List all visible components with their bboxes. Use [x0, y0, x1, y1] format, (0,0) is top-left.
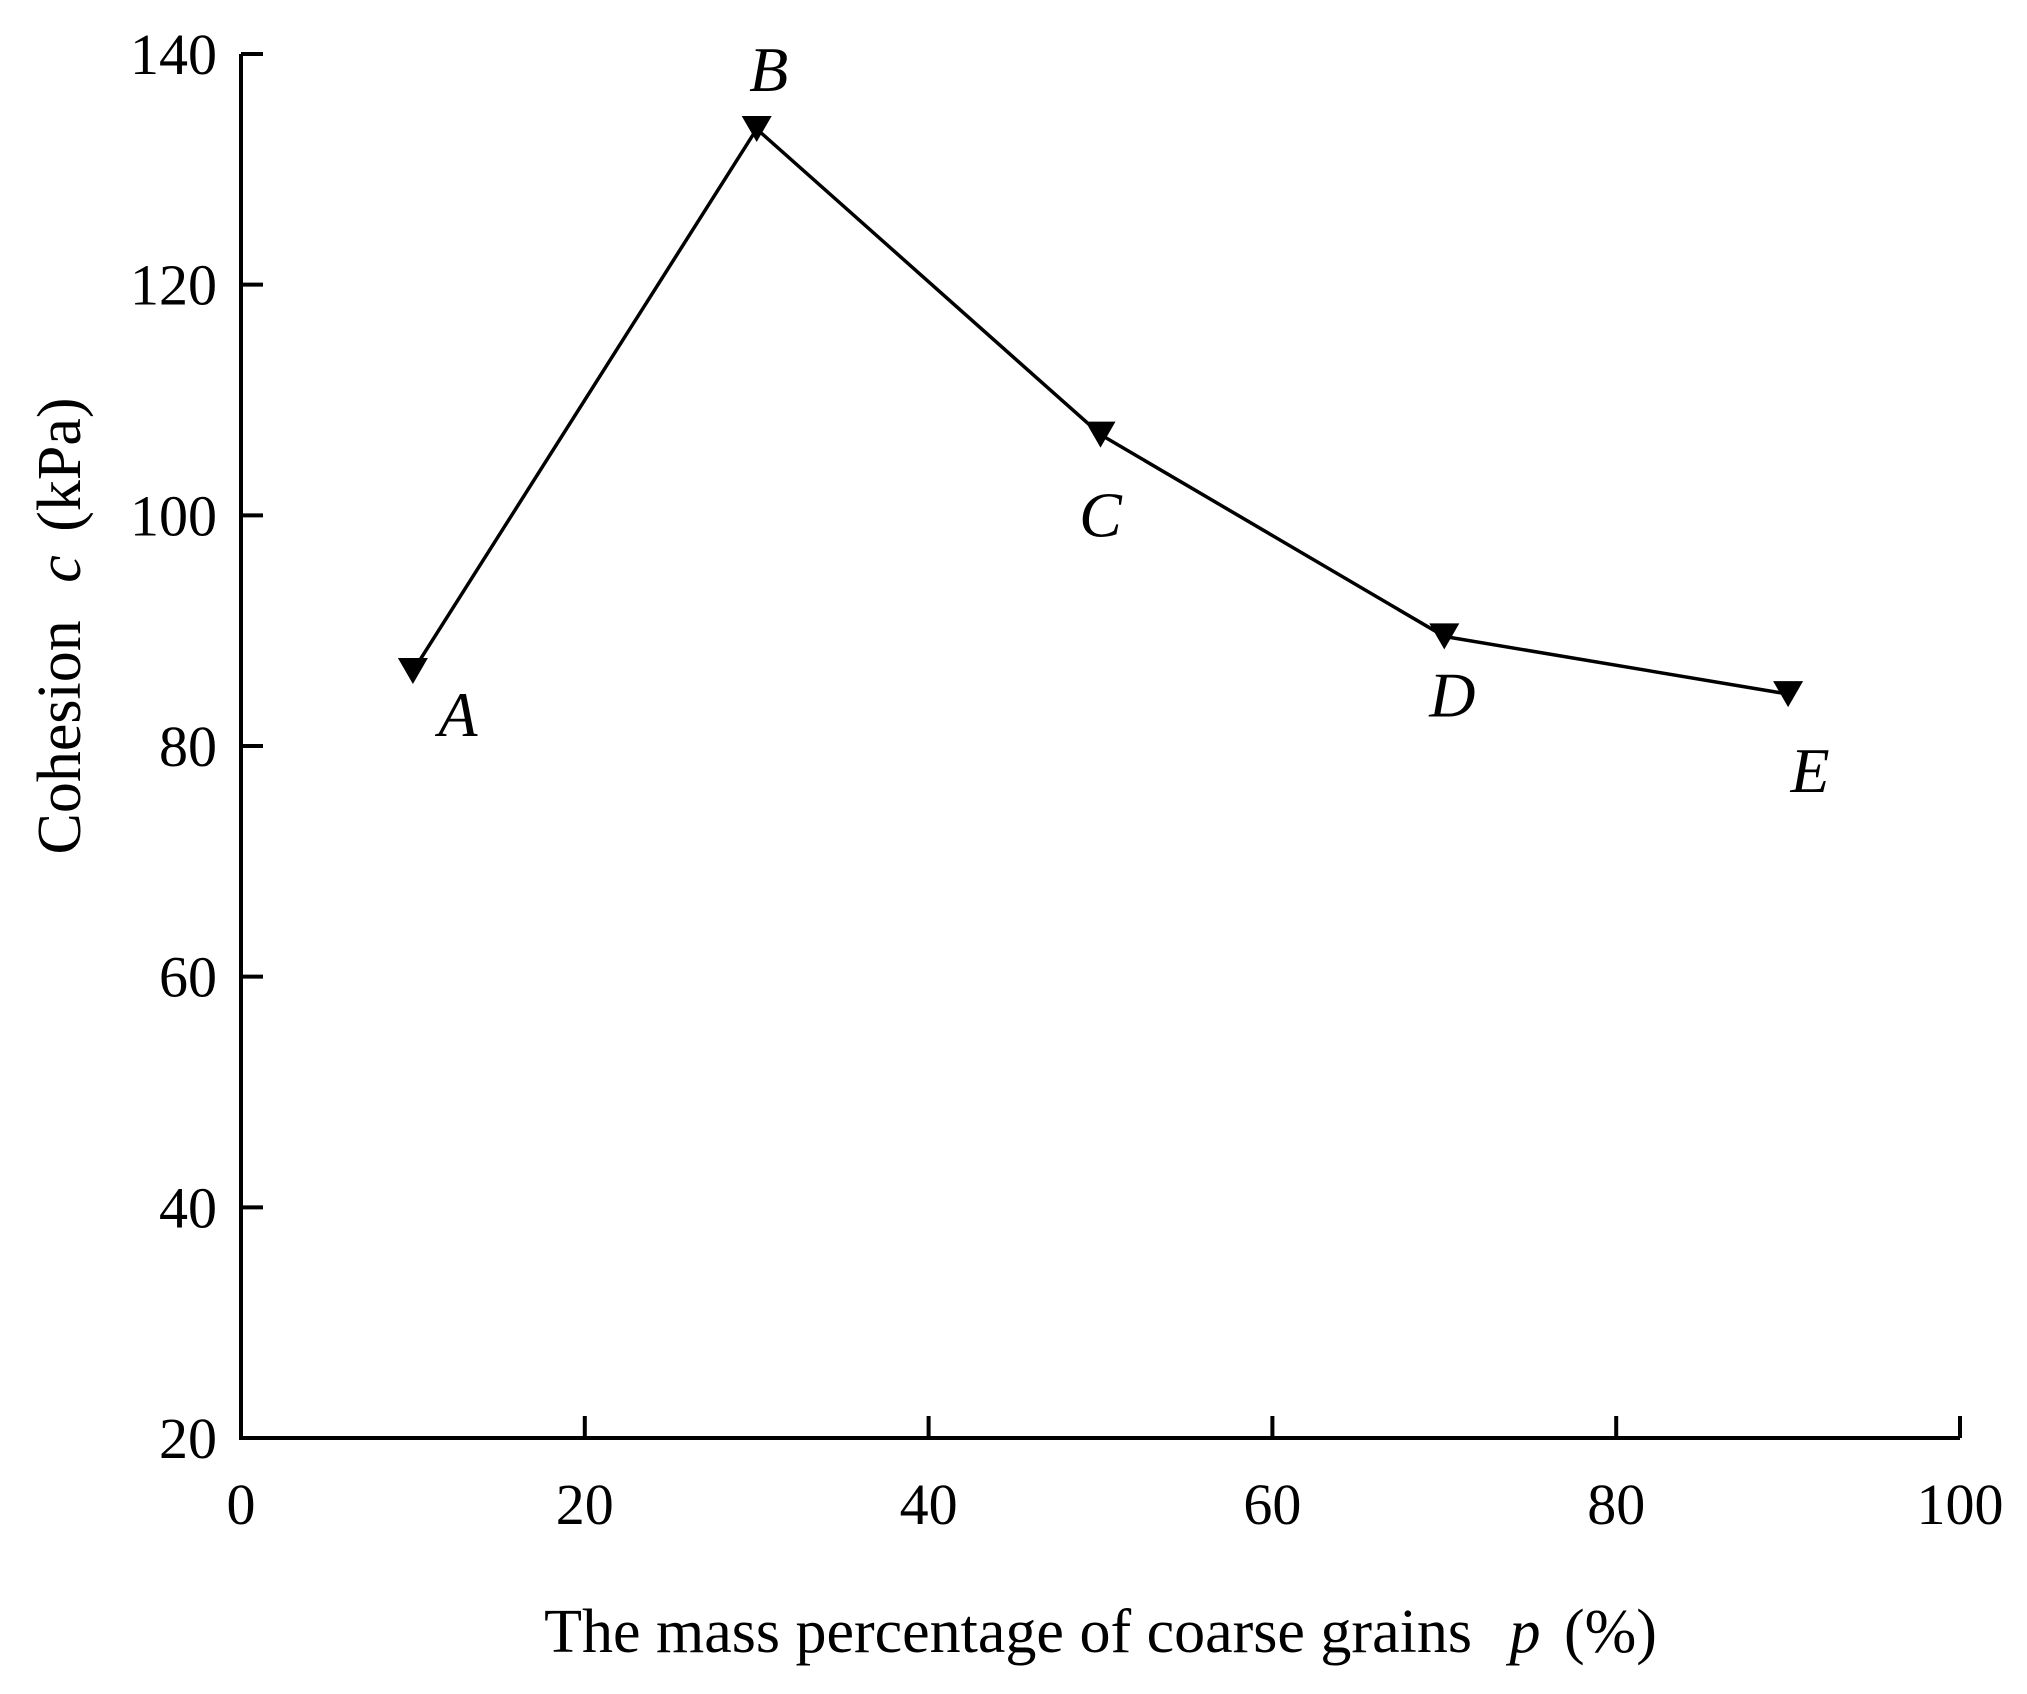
y-tick-label: 40	[159, 1175, 217, 1240]
y-tick-label: 20	[159, 1406, 217, 1471]
y-axis-ticks: 20 40 60 80 100 120 140	[130, 22, 263, 1471]
y-tick-label: 140	[130, 22, 217, 87]
y-axis-title: Cohesion c (kPa)	[26, 397, 94, 854]
y-tick-label: 100	[130, 483, 217, 548]
x-axis-title-unit: (%)	[1564, 1598, 1657, 1666]
data-point-marker	[1429, 623, 1460, 650]
data-point-label: D	[1428, 659, 1475, 730]
data-point-marker	[741, 115, 772, 142]
x-tick-label: 20	[556, 1472, 614, 1537]
data-point-marker	[1085, 421, 1116, 448]
x-tick-label: 40	[900, 1472, 958, 1537]
data-point-label: B	[749, 34, 788, 105]
data-point-label: E	[1790, 735, 1830, 806]
data-point-label: C	[1079, 480, 1123, 551]
axes	[239, 54, 1960, 1440]
x-axis-ticks: 0 20 40 60 80 100	[227, 1416, 2004, 1537]
y-tick-label: 120	[130, 253, 217, 318]
y-axis-title-symbol: c	[26, 555, 94, 583]
x-tick-label: 60	[1243, 1472, 1301, 1537]
x-axis-title-text: The mass percentage of coarse grains	[544, 1598, 1472, 1666]
y-tick-label: 80	[159, 714, 217, 779]
axis-frame	[239, 54, 1960, 1440]
x-axis-title-symbol: p	[1505, 1598, 1540, 1666]
plot-area: A B C D E	[397, 34, 1830, 806]
data-point-label: A	[434, 679, 478, 750]
x-tick-label: 100	[1917, 1472, 2004, 1537]
y-axis-title-unit: (kPa)	[26, 397, 94, 531]
x-tick-label: 80	[1587, 1472, 1645, 1537]
data-point-marker	[1773, 681, 1804, 708]
y-tick-label: 60	[159, 945, 217, 1010]
data-point-marker	[397, 658, 428, 685]
series-line	[411, 126, 1789, 696]
x-tick-label: 0	[227, 1472, 256, 1537]
x-axis-title: The mass percentage of coarse grains p (…	[544, 1598, 1657, 1666]
y-axis-title-text: Cohesion	[26, 620, 94, 854]
